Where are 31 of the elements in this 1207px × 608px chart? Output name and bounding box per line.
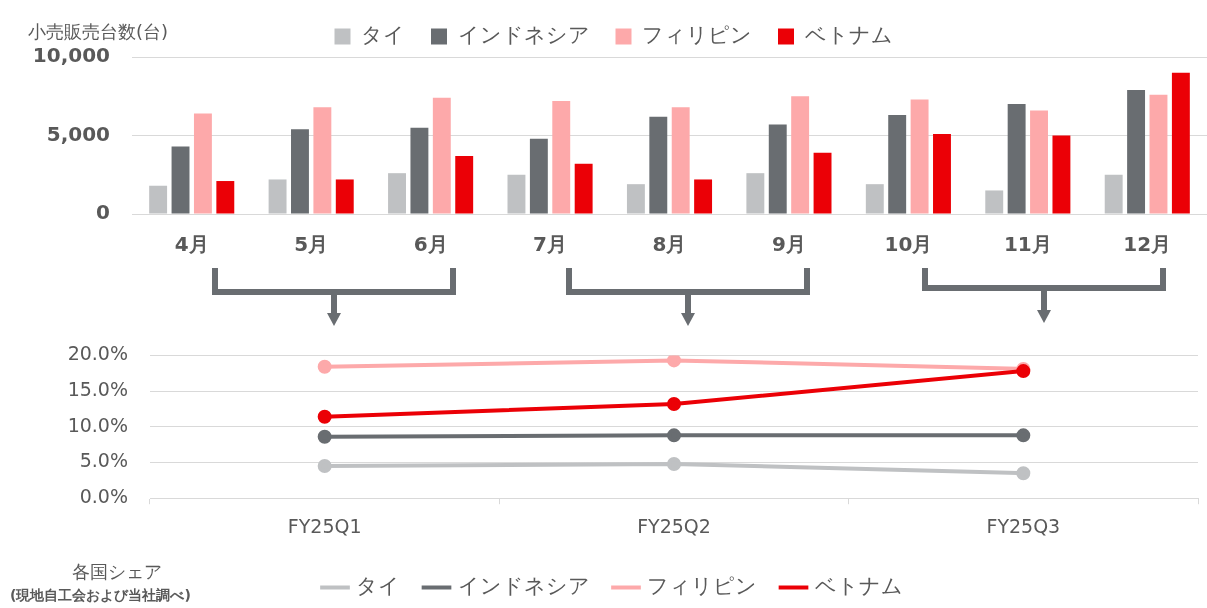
y-tick-label: 20.0% bbox=[67, 342, 128, 365]
y-tick-label: 5,000 bbox=[46, 121, 110, 146]
y-tick-label: 15.0% bbox=[67, 378, 128, 401]
x-tick-label: FY25Q1 bbox=[287, 514, 362, 537]
legend-label: フィリピン bbox=[647, 573, 757, 598]
legend-label: ベトナム bbox=[804, 22, 893, 47]
legend-label: フィリピン bbox=[642, 22, 752, 47]
legend-label: インドネシア bbox=[457, 573, 590, 598]
x-tick-label: 6月 bbox=[413, 232, 448, 257]
text: (現地自工会および当社調べ) bbox=[10, 587, 191, 603]
x-tick-label: 8月 bbox=[652, 232, 687, 257]
y-tick-label: 10.0% bbox=[67, 413, 128, 436]
y-tick-label: 5.0% bbox=[79, 449, 128, 472]
x-tick-label: 5月 bbox=[294, 232, 329, 257]
legend-label: インドネシア bbox=[457, 22, 590, 47]
x-tick-label: 11月 bbox=[1003, 232, 1052, 257]
x-tick-label: FY25Q2 bbox=[637, 514, 711, 537]
legend-label: タイ bbox=[356, 573, 400, 598]
x-tick-label: FY25Q3 bbox=[986, 514, 1061, 537]
y-axis-title: 各国シェア bbox=[72, 561, 162, 582]
legend-label: ベトナム bbox=[814, 573, 903, 598]
x-tick-label: 12月 bbox=[1123, 232, 1172, 257]
x-tick-label: 10月 bbox=[884, 232, 933, 257]
y-tick-label: 10,000 bbox=[32, 43, 110, 68]
legend-label: タイ bbox=[361, 22, 405, 47]
y-tick-label: 0.0% bbox=[79, 485, 128, 508]
x-tick-label: 9月 bbox=[771, 232, 806, 257]
y-axis-title: 小売販売台数(台) bbox=[28, 21, 169, 42]
x-tick-label: 4月 bbox=[174, 232, 209, 257]
y-tick-label: 0 bbox=[96, 200, 110, 225]
x-tick-label: 7月 bbox=[533, 232, 568, 257]
